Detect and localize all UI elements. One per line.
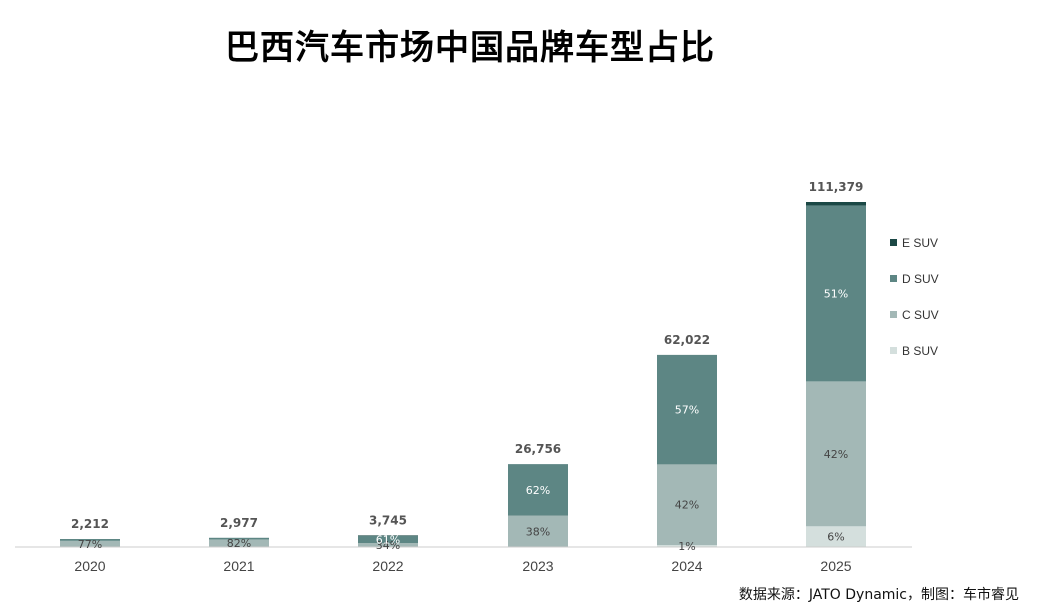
bars-group <box>60 202 866 547</box>
segment-label: 42% <box>824 448 848 461</box>
segment-label: 1% <box>678 540 695 553</box>
x-tick-label: 2020 <box>74 558 105 574</box>
bar-segment-c-suv-2020 <box>60 540 120 547</box>
segment-label: 82% <box>227 537 251 550</box>
bar-segment-c-suv-2021 <box>209 539 269 547</box>
labels-group: 77% 2,212 2020 82% 2,977 2021 34%61% 3,745 2022 3… <box>71 180 863 574</box>
bar-segment-d-suv-2025 <box>806 205 866 382</box>
bar-segment-e-suv-2025 <box>806 202 866 206</box>
segment-label: 62% <box>526 484 550 497</box>
bar-segment-d-suv-2023 <box>508 464 568 516</box>
bar-segment-d-suv-2021 <box>209 537 269 540</box>
segment-label: 6% <box>827 531 844 544</box>
x-tick-label: 2024 <box>671 558 702 574</box>
bar-segment-c-suv-2024 <box>657 464 717 546</box>
source-note: 数据来源：JATO Dynamic，制图：车市睿见 <box>738 587 1019 603</box>
bar-segment-c-suv-2025 <box>806 381 866 527</box>
chart-title: 巴西汽车市场中国品牌车型占比 <box>225 28 715 68</box>
bar-segment-d-suv-2024 <box>657 354 717 465</box>
segment-label: 77% <box>78 538 102 551</box>
total-label: 2,212 <box>71 517 109 531</box>
bar-segment-d-suv-2020 <box>60 539 120 541</box>
bar-segment-e-suv-2022 <box>358 535 418 536</box>
bar-segment-c-suv-2023 <box>508 515 568 547</box>
legend-swatch <box>890 347 897 354</box>
legend-swatch <box>890 239 897 246</box>
bar-segment-b-suv-2024 <box>657 545 717 547</box>
legend-label: D SUV <box>902 272 939 286</box>
total-label: 2,977 <box>220 516 258 530</box>
x-tick-label: 2021 <box>223 558 254 574</box>
bar-segment-c-suv-2022 <box>358 543 418 547</box>
total-label: 26,756 <box>515 442 561 456</box>
legend: E SUV D SUV C SUV B SUV <box>890 236 939 358</box>
bar-segment-d-suv-2022 <box>358 535 418 544</box>
x-tick-label: 2022 <box>372 558 403 574</box>
segment-label: 38% <box>526 525 550 538</box>
bar-segment-b-suv-2025 <box>806 526 866 547</box>
x-tick-label: 2025 <box>820 558 851 574</box>
legend-swatch <box>890 275 897 282</box>
segment-label: 42% <box>675 499 699 512</box>
total-label: 3,745 <box>369 513 407 527</box>
segment-label: 57% <box>675 404 699 417</box>
total-label: 111,379 <box>809 180 864 194</box>
total-label: 62,022 <box>664 333 710 347</box>
legend-label: E SUV <box>902 236 938 250</box>
legend-label: C SUV <box>902 308 939 322</box>
x-tick-label: 2023 <box>522 558 553 574</box>
segment-label: 61% <box>376 534 400 547</box>
legend-swatch <box>890 311 897 318</box>
legend-label: B SUV <box>902 344 938 358</box>
segment-label: 51% <box>824 287 848 300</box>
segment-label: 34% <box>376 539 400 552</box>
